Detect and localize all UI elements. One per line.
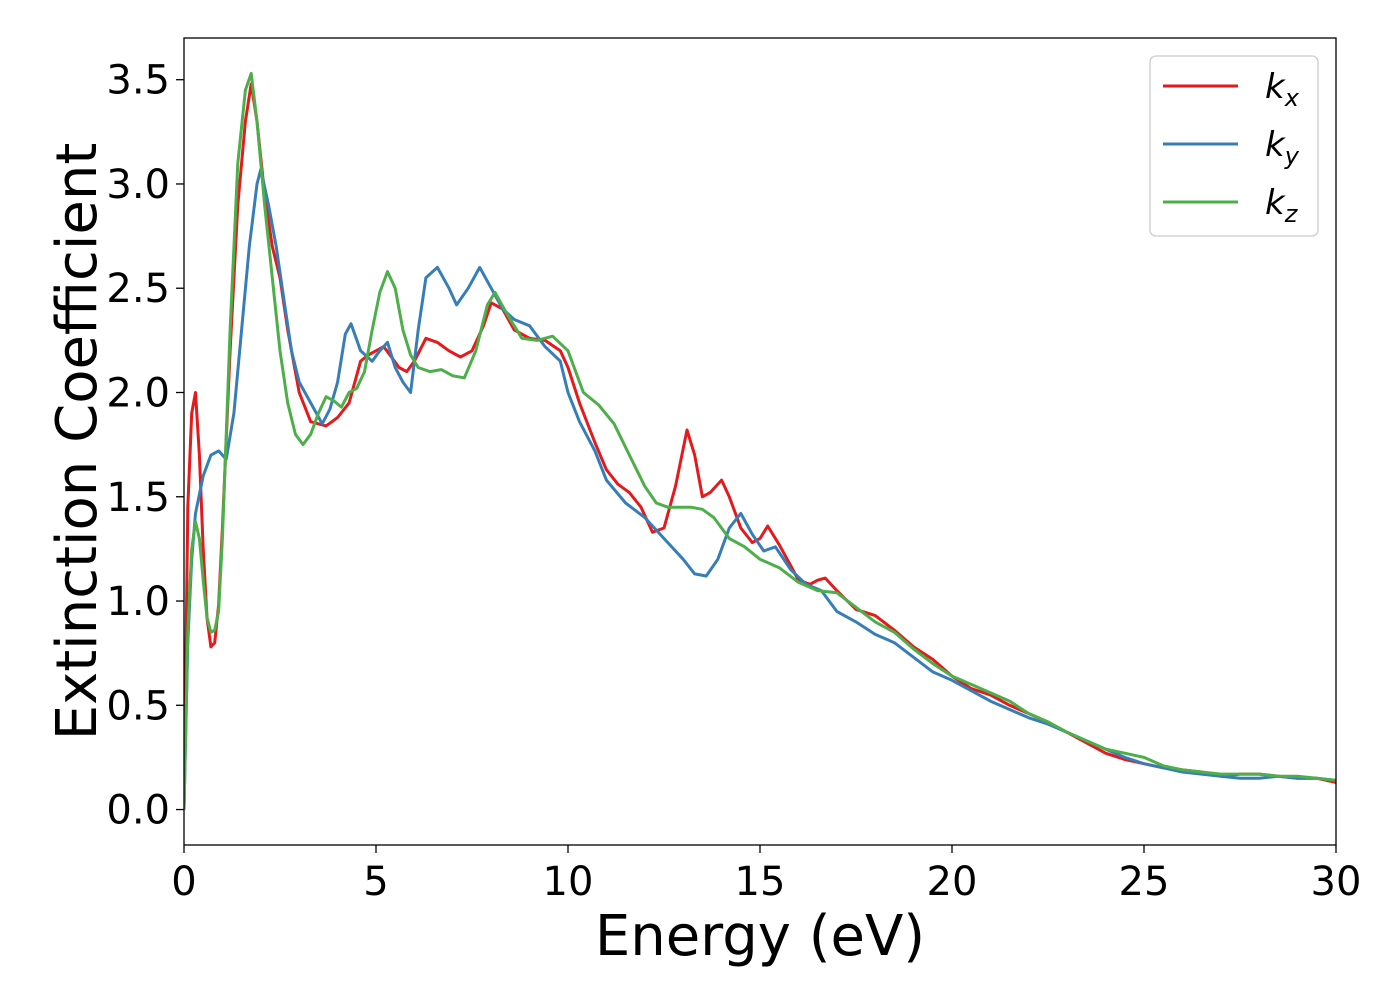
legend-label-kz: kz <box>1265 183 1299 228</box>
y-tick-label: 0.0 <box>106 788 170 834</box>
series-line-ky <box>184 167 1336 810</box>
series-line-kz <box>184 71 1336 810</box>
legend: kx ky kz <box>1149 55 1319 237</box>
y-tick-label: 1.5 <box>106 475 170 521</box>
x-tick-label: 30 <box>1311 859 1362 905</box>
y-tick-label: 3.0 <box>106 162 170 208</box>
x-tick-label: 10 <box>543 859 594 905</box>
y-tick-label: 2.5 <box>106 266 170 312</box>
x-tick-label: 5 <box>363 859 388 905</box>
x-axis-title: Energy (eV) <box>595 904 925 969</box>
legend-label-kx: kx <box>1265 67 1300 112</box>
series-layer <box>184 71 1336 810</box>
y-tick-label: 2.0 <box>106 370 170 416</box>
y-axis-title: Extinction Coefficient <box>45 143 110 741</box>
x-tick-label: 15 <box>735 859 786 905</box>
x-tick-label: 25 <box>1119 859 1170 905</box>
x-tick-label: 20 <box>927 859 978 905</box>
legend-label-ky: ky <box>1265 125 1300 170</box>
x-tick-label: 0 <box>171 859 196 905</box>
y-tick-label: 0.5 <box>106 683 170 729</box>
y-tick-label: 3.5 <box>106 58 170 104</box>
legend-frame <box>1149 55 1319 237</box>
y-tick-label: 1.0 <box>106 579 170 625</box>
tick-layer: 0 5 10 15 20 25 30 0.0 0.5 1.0 1.5 2.0 2.5 3.0 3.5 <box>106 58 1361 905</box>
